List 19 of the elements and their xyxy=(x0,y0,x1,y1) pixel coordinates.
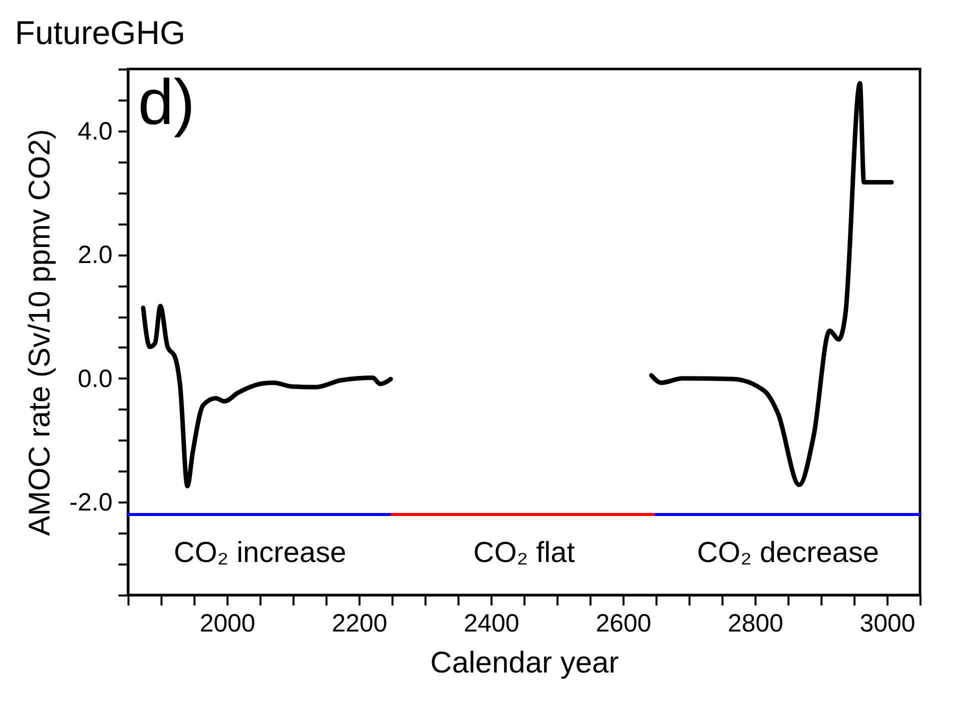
x-tick-label: 2600 xyxy=(596,610,652,638)
y-tick-label: -2.0 xyxy=(69,488,112,517)
chart-title: FutureGHG xyxy=(14,14,186,51)
annotation: d) xyxy=(138,66,195,138)
line-series xyxy=(649,80,894,488)
y-tick-label: 0.0 xyxy=(78,364,112,393)
annotation: CO₂ flat xyxy=(473,537,575,569)
y-tick-label: 2.0 xyxy=(78,241,112,270)
y-tick-label: 4.0 xyxy=(78,117,112,146)
y-axis-title: AMOC rate (Sv/10 ppmv CO2) xyxy=(23,129,56,536)
annotation: CO₂ increase xyxy=(174,537,346,569)
x-tick-label: 2400 xyxy=(464,610,520,638)
x-tick-label: 3000 xyxy=(860,610,916,638)
x-axis-title: Calendar year xyxy=(430,646,619,680)
x-tick-label: 2800 xyxy=(728,610,784,638)
annotation: CO₂ decrease xyxy=(696,537,880,569)
x-tick-label: 2200 xyxy=(332,610,388,638)
line-series xyxy=(140,304,393,488)
x-tick-label: 2000 xyxy=(200,610,256,638)
